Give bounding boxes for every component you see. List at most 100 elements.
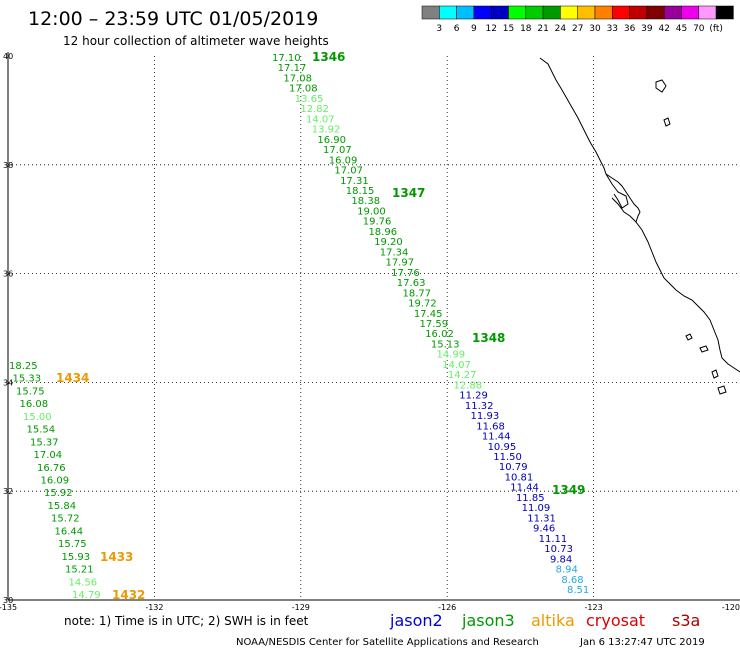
satellite-s3a: s3a bbox=[672, 611, 700, 630]
wave-height-color-scale: 3 6 9 12 15 18 21 24 27 30 33 36 39 42 45 70 (ft) bbox=[421, 5, 734, 34]
wave-height-value: 16.76 bbox=[37, 463, 66, 474]
scale-label: 42 bbox=[658, 24, 669, 34]
wave-height-value: 16.08 bbox=[20, 399, 49, 410]
wave-height-value: 12.82 bbox=[300, 104, 329, 115]
wave-height-value: 16.02 bbox=[425, 329, 454, 340]
longitude-label: -129 bbox=[292, 603, 310, 612]
wave-height-value: 19.72 bbox=[408, 299, 437, 310]
wave-height-value: 15.33 bbox=[13, 374, 42, 385]
wave-height-value: 11.44 bbox=[482, 432, 511, 443]
satellite-jason2: jason2 bbox=[389, 611, 443, 630]
scale-label: 18 bbox=[520, 24, 532, 34]
wave-height-value: 15.37 bbox=[30, 437, 59, 448]
wave-height-value: 15.54 bbox=[27, 425, 56, 436]
satellite-cryosat: cryosat bbox=[586, 611, 645, 630]
scale-swatch bbox=[508, 5, 527, 20]
scale-label: 21 bbox=[537, 24, 548, 34]
pass-times-east: 1346 1347 1348 1349 bbox=[312, 50, 585, 497]
wave-height-value: 11.09 bbox=[522, 503, 551, 514]
scale-label: 24 bbox=[555, 24, 567, 34]
scale-swatch bbox=[439, 5, 457, 20]
wave-height-value: 19.20 bbox=[374, 237, 403, 248]
wave-height-value: 18.77 bbox=[402, 288, 431, 299]
scale-label: 33 bbox=[607, 24, 618, 34]
lat-lon-grid bbox=[8, 56, 740, 600]
map-title: 12:00 – 23:59 UTC 01/05/2019 bbox=[28, 8, 318, 30]
wave-height-value: 18.38 bbox=[351, 196, 380, 207]
wave-height-value: 11.68 bbox=[476, 421, 505, 432]
wave-height-value: 18.15 bbox=[346, 186, 375, 197]
longitude-label: -126 bbox=[438, 603, 456, 612]
scale-label: 45 bbox=[676, 24, 687, 34]
scale-swatch bbox=[456, 5, 475, 20]
wave-height-value: 10.95 bbox=[488, 442, 517, 453]
units-note: note: 1) Time is in UTC; 2) SWH is in fe… bbox=[64, 614, 309, 628]
wave-height-value: 14.99 bbox=[437, 350, 466, 361]
wave-height-value: 17.76 bbox=[391, 268, 420, 279]
wave-height-value: 14.07 bbox=[442, 360, 471, 371]
satellite-jason3: jason3 bbox=[461, 611, 515, 630]
altimeter-track-west: 18.2515.3315.7516.0815.0015.5415.3717.04… bbox=[9, 361, 101, 601]
latitude-label: 36 bbox=[3, 270, 13, 279]
scale-label: 15 bbox=[503, 24, 514, 34]
scale-label: 70 bbox=[693, 24, 705, 34]
wave-height-value: 15.84 bbox=[48, 501, 77, 512]
pass-time-label: 1349 bbox=[552, 483, 585, 497]
wave-height-value: 15.92 bbox=[44, 488, 73, 499]
latitude-label: 34 bbox=[3, 378, 13, 387]
wave-height-value: 11.50 bbox=[493, 452, 522, 463]
latitude-label: 38 bbox=[3, 161, 13, 170]
scale-swatch bbox=[594, 5, 613, 20]
credit-text: NOAA/NESDIS Center for Satellite Applica… bbox=[236, 637, 539, 648]
wave-height-value: 14.27 bbox=[448, 370, 477, 381]
wave-height-value: 17.07 bbox=[334, 166, 363, 177]
scale-label: 9 bbox=[471, 24, 477, 34]
scale-swatch bbox=[542, 5, 561, 20]
generated-timestamp: Jan 6 13:27:47 UTC 2019 bbox=[579, 637, 705, 648]
wave-height-value: 10.73 bbox=[544, 544, 573, 555]
scale-swatch bbox=[490, 5, 509, 20]
wave-height-value: 19.00 bbox=[357, 206, 386, 217]
wave-height-value: 13.92 bbox=[312, 125, 341, 136]
scale-label: 3 bbox=[436, 24, 442, 34]
latitude-label: 30 bbox=[3, 596, 13, 605]
map-subtitle: 12 hour collection of altimeter wave hei… bbox=[63, 34, 329, 48]
pass-time-label: 1347 bbox=[392, 186, 425, 200]
wave-height-value: 13.65 bbox=[295, 94, 324, 105]
wave-height-value: 17.17 bbox=[278, 63, 307, 74]
pass-times-west: 1434 1433 1432 bbox=[56, 371, 145, 602]
wave-height-value: 17.34 bbox=[380, 247, 409, 258]
wave-height-value: 17.31 bbox=[340, 176, 369, 187]
wave-height-value: 16.90 bbox=[317, 135, 346, 146]
wave-height-value: 8.51 bbox=[567, 585, 589, 596]
scale-swatch bbox=[525, 5, 544, 20]
wave-height-value: 17.45 bbox=[414, 309, 443, 320]
wave-height-value: 11.44 bbox=[510, 483, 539, 494]
scale-swatch bbox=[577, 5, 596, 20]
wave-height-value: 11.32 bbox=[465, 401, 494, 412]
pass-time-label: 1434 bbox=[56, 371, 89, 385]
scale-swatch bbox=[421, 5, 440, 20]
wave-height-value: 11.11 bbox=[539, 534, 568, 545]
wave-height-value: 11.31 bbox=[527, 513, 556, 524]
wave-height-value: 9.84 bbox=[550, 554, 572, 565]
wave-height-value: 11.93 bbox=[471, 411, 500, 422]
coastline bbox=[539, 57, 740, 395]
scale-label: (ft) bbox=[709, 24, 723, 34]
scale-label: 30 bbox=[589, 24, 601, 34]
wave-height-value: 18.96 bbox=[368, 227, 397, 238]
longitude-label: -132 bbox=[145, 603, 163, 612]
wave-height-value: 17.04 bbox=[34, 450, 63, 461]
scale-swatch bbox=[473, 5, 492, 20]
wave-height-value: 17.07 bbox=[323, 145, 352, 156]
wave-height-value: 15.93 bbox=[62, 552, 91, 563]
wave-height-value: 8.68 bbox=[561, 575, 583, 586]
wave-height-value: 14.56 bbox=[69, 577, 98, 588]
scale-swatch bbox=[663, 5, 682, 20]
scale-swatch bbox=[629, 5, 648, 20]
scale-swatch bbox=[560, 5, 578, 20]
wave-height-value: 14.07 bbox=[306, 114, 335, 125]
pass-time-label: 1348 bbox=[472, 331, 505, 345]
wave-height-value: 14.79 bbox=[72, 590, 101, 601]
wave-height-value: 17.59 bbox=[420, 319, 449, 330]
